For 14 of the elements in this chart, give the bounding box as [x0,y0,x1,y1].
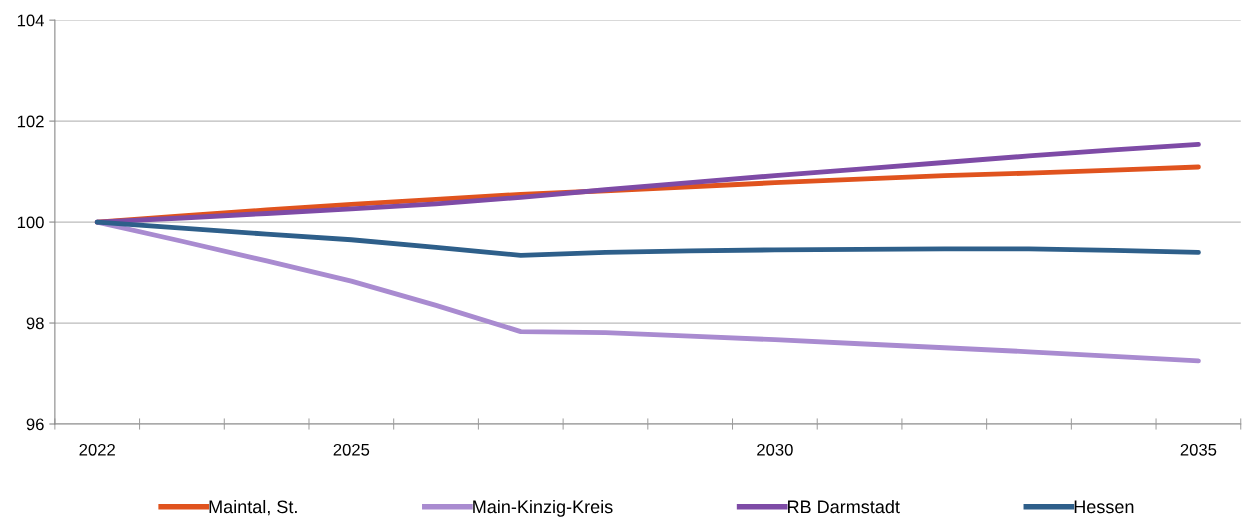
x-tick-label: 2025 [333,443,370,456]
y-tick-label: 96 [26,418,44,431]
line-series [94,219,1201,258]
legend-label: Hessen [1074,500,1134,514]
y-tick-label: 100 [17,216,44,229]
legend-label: RB Darmstadt [788,499,900,514]
y-tick-label: 102 [17,115,44,128]
x-tick-label: 2035 [1180,443,1217,456]
x-tick-label: 2030 [757,443,793,456]
x-tick-label: 2022 [79,443,115,456]
legend-label: Main-Kinzig-Kreis [473,499,613,517]
y-tick-label: 104 [17,14,44,27]
y-tick-label: 98 [26,317,44,330]
legend-label: Maintal, St. [209,499,297,516]
